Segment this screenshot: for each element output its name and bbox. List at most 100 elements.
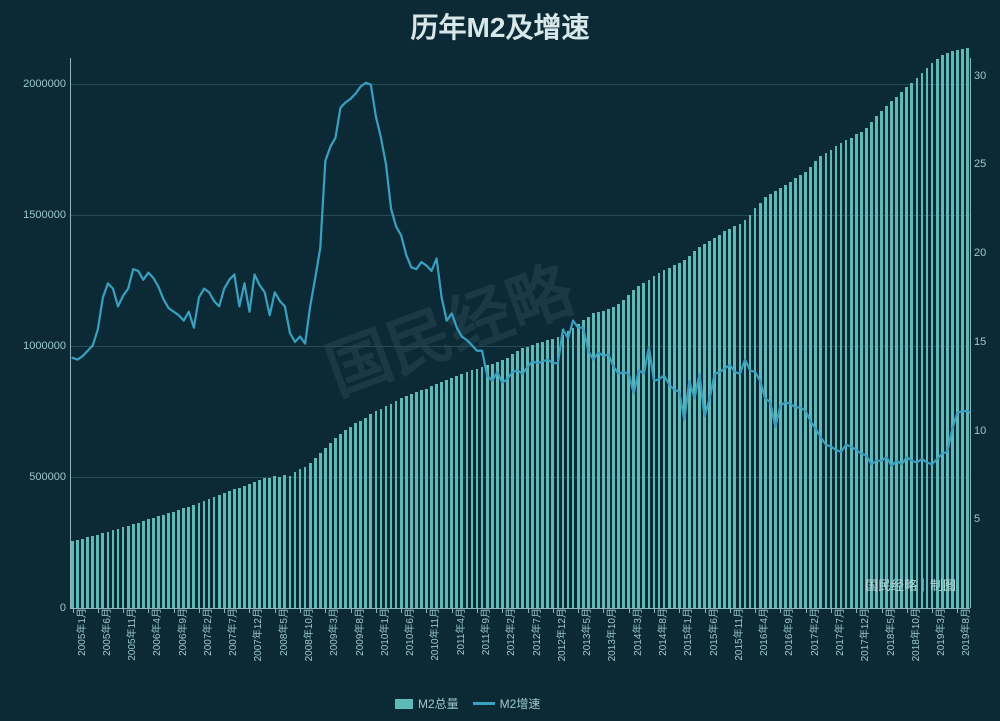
x-tick-label: 2013年10月 bbox=[599, 608, 618, 661]
bar bbox=[875, 116, 878, 608]
bar bbox=[804, 172, 807, 608]
bar bbox=[380, 409, 383, 608]
credit-label: 国民经略｜制图 bbox=[865, 575, 956, 594]
x-tick-label: 2017年2月 bbox=[802, 608, 821, 656]
bar bbox=[865, 128, 868, 608]
bar bbox=[916, 78, 919, 608]
bar bbox=[582, 320, 585, 608]
bar bbox=[339, 434, 342, 608]
bar bbox=[814, 161, 817, 608]
x-tick-label: 2009年3月 bbox=[321, 608, 340, 656]
bar bbox=[76, 540, 79, 608]
bar bbox=[607, 309, 610, 608]
bar bbox=[956, 50, 959, 608]
bar bbox=[577, 324, 580, 608]
bar bbox=[182, 508, 185, 608]
x-tick-label: 2016年4月 bbox=[751, 608, 770, 656]
bar bbox=[177, 510, 180, 608]
bar bbox=[632, 290, 635, 608]
bar bbox=[622, 300, 625, 608]
x-tick-label: 2019年8月 bbox=[953, 608, 972, 656]
bar bbox=[637, 286, 640, 608]
bar bbox=[703, 244, 706, 608]
bar bbox=[809, 167, 812, 608]
y-right-tick-label: 5 bbox=[970, 513, 980, 525]
bar bbox=[329, 443, 332, 608]
bar bbox=[850, 138, 853, 608]
bar bbox=[344, 430, 347, 608]
y-left-tick-label: 1000000 bbox=[23, 340, 70, 352]
bar bbox=[324, 448, 327, 608]
bar bbox=[921, 73, 924, 608]
bar bbox=[369, 414, 372, 608]
bar bbox=[430, 386, 433, 608]
x-tick-label: 2007年12月 bbox=[245, 608, 264, 661]
bar bbox=[648, 280, 651, 608]
bar bbox=[304, 467, 307, 608]
x-tick-label: 2013年5月 bbox=[574, 608, 593, 656]
bar bbox=[258, 480, 261, 608]
bar bbox=[167, 513, 170, 608]
x-tick-label: 2005年11月 bbox=[119, 608, 138, 661]
bar bbox=[774, 191, 777, 608]
bar bbox=[759, 203, 762, 608]
x-tick-label: 2015年1月 bbox=[675, 608, 694, 656]
bar bbox=[723, 231, 726, 608]
bar bbox=[587, 317, 590, 609]
legend-item-bar: M2总量 bbox=[395, 695, 459, 712]
x-tick-label: 2010年1月 bbox=[372, 608, 391, 656]
bar bbox=[385, 406, 388, 608]
bar bbox=[253, 482, 256, 608]
bar bbox=[845, 140, 848, 608]
x-tick-label: 2018年5月 bbox=[878, 608, 897, 656]
bar bbox=[870, 122, 873, 608]
x-tick-label: 2019年3月 bbox=[928, 608, 947, 656]
x-tick-label: 2005年6月 bbox=[94, 608, 113, 656]
bar bbox=[617, 304, 620, 608]
bar bbox=[830, 150, 833, 608]
bar bbox=[739, 224, 742, 608]
chart-title: 历年M2及增速 bbox=[0, 6, 1000, 46]
bar bbox=[825, 153, 828, 608]
bar bbox=[81, 539, 84, 608]
bar bbox=[931, 63, 934, 608]
bar bbox=[693, 251, 696, 608]
bar bbox=[127, 526, 130, 608]
bar bbox=[688, 256, 691, 608]
bar bbox=[223, 493, 226, 608]
bar bbox=[273, 476, 276, 608]
bar bbox=[526, 347, 529, 608]
legend-swatch-bar bbox=[395, 699, 413, 709]
bar bbox=[450, 378, 453, 608]
bar bbox=[142, 521, 145, 608]
bar bbox=[531, 345, 534, 608]
bar bbox=[749, 215, 752, 608]
bar bbox=[653, 276, 656, 608]
legend-item-line: M2增速 bbox=[473, 695, 541, 712]
bar bbox=[784, 185, 787, 608]
bar bbox=[683, 260, 686, 608]
bar bbox=[309, 463, 312, 608]
bar bbox=[248, 484, 251, 608]
bar bbox=[895, 97, 898, 608]
bar bbox=[334, 438, 337, 608]
bar bbox=[440, 382, 443, 608]
bar bbox=[278, 477, 281, 608]
bar bbox=[91, 536, 94, 608]
bar bbox=[299, 469, 302, 608]
bar bbox=[400, 398, 403, 608]
bar bbox=[754, 208, 757, 608]
bar bbox=[658, 273, 661, 608]
bar bbox=[420, 390, 423, 608]
legend-swatch-line bbox=[473, 702, 495, 705]
x-tick-label: 2012年7月 bbox=[524, 608, 543, 656]
bar bbox=[71, 541, 74, 608]
x-tick-label: 2017年7月 bbox=[827, 608, 846, 656]
bar bbox=[137, 523, 140, 608]
bar bbox=[501, 360, 504, 608]
bar bbox=[471, 370, 474, 608]
x-tick-label: 2006年4月 bbox=[144, 608, 163, 656]
bar bbox=[107, 532, 110, 608]
bar bbox=[187, 507, 190, 608]
bar bbox=[319, 453, 322, 608]
